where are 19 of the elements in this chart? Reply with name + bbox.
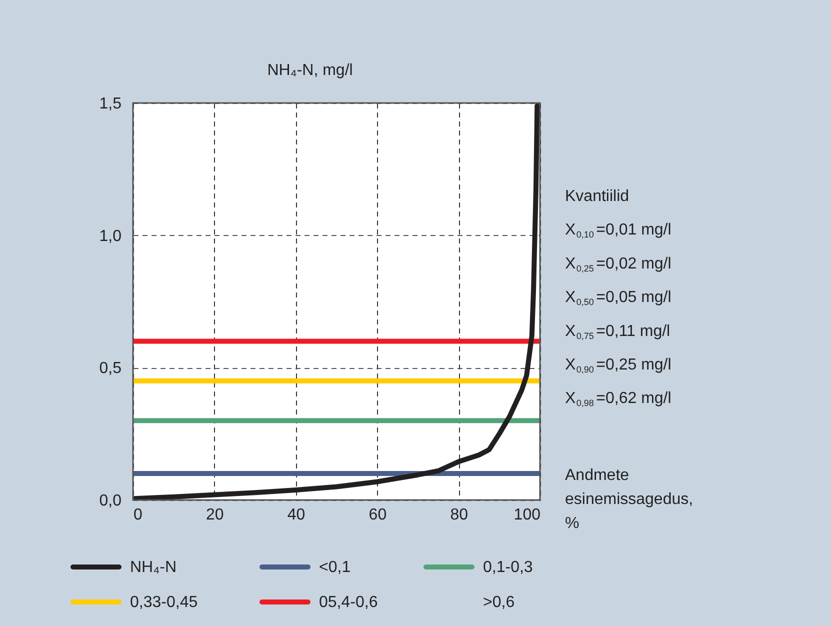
- legend-label: NH₄-N: [130, 559, 177, 576]
- text: >0,6: [483, 594, 515, 611]
- y-tick-label: 1,5: [99, 96, 122, 112]
- x-tick-label: 80: [450, 506, 468, 524]
- legend-label: 0,1-0,3: [483, 559, 533, 576]
- x-tick-label: 20: [206, 506, 224, 524]
- text: Kvantiilid: [565, 188, 630, 205]
- chart-title: NH₄-N, mg/l: [267, 62, 353, 79]
- x-axis-title: Andmete esinemissagedus, %: [565, 467, 694, 532]
- x-tick-label: 0: [134, 506, 142, 524]
- y-tick-label: 1,0: [99, 228, 122, 245]
- legend-label: <0,1: [319, 559, 351, 576]
- x-tick-label: 100: [514, 506, 541, 524]
- x-tick-label: 40: [287, 506, 306, 524]
- y-tick-label: 0,5: [99, 360, 122, 378]
- y-tick-label: 0,0: [99, 492, 122, 510]
- x-tick-label: 60: [368, 506, 387, 524]
- legend-label: 0,33-0,45: [130, 594, 198, 611]
- legend-label: 05,4-0,6: [319, 594, 378, 611]
